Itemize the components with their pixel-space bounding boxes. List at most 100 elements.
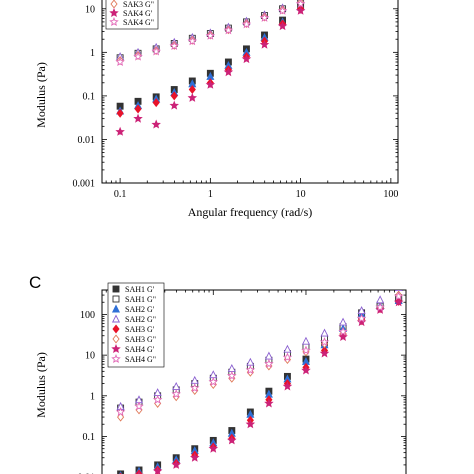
x-tick-label: 100 (383, 189, 398, 200)
legend-label: SAH1 G" (125, 295, 156, 304)
data-point (277, 21, 288, 31)
y-tick-label: 1 (90, 391, 95, 402)
legend-marker (111, 354, 121, 364)
legend-label: SAK4 G" (123, 18, 154, 27)
data-point (152, 98, 160, 108)
data-point (356, 317, 367, 327)
legend-marker (111, 314, 121, 323)
y-tick-label: 10 (85, 4, 95, 15)
legend-label: SAH3 G' (125, 325, 155, 334)
data-point (338, 326, 348, 336)
data-point (246, 357, 255, 366)
legend-marker (112, 334, 120, 344)
plot-frame (101, 289, 407, 474)
legend-label: SAH2 G' (125, 305, 155, 314)
data-point (259, 39, 270, 49)
data-point (283, 344, 292, 353)
data-point (259, 12, 270, 22)
data-point (134, 470, 144, 474)
panel-label: C (29, 273, 41, 292)
data-point (223, 25, 234, 35)
data-point (187, 92, 198, 102)
y-tick-label: 0.01 (78, 135, 96, 146)
legend-label: SAH2 G" (125, 315, 156, 324)
y-tick-label: 1 (90, 48, 95, 59)
y-tick-label: 0.01 (78, 473, 96, 474)
data-point (187, 36, 198, 46)
y-tick-label: 100 (80, 310, 95, 321)
data-point (264, 351, 273, 360)
data-point (151, 46, 161, 56)
data-point (208, 443, 219, 453)
data-point (190, 383, 200, 393)
data-point (376, 295, 385, 304)
x-axis-title: Angular frequency (rad/s) (188, 205, 313, 219)
legend-marker (111, 344, 121, 354)
data-point (356, 313, 367, 323)
data-point (152, 394, 163, 404)
data-point (301, 365, 311, 375)
data-point (241, 19, 252, 29)
plot-frame (101, 0, 399, 184)
y-tick-label: 0.1 (83, 91, 96, 102)
y-axis-title: Modulus (Pa) (34, 352, 48, 418)
data-point (295, 5, 306, 15)
data-point (394, 290, 403, 291)
legend-label: SAH4 G' (125, 345, 155, 354)
legend-marker (111, 304, 121, 313)
legend-marker (109, 8, 119, 18)
legend-label: SAH3 G" (125, 335, 156, 344)
data-point (133, 51, 143, 61)
legend-marker (110, 0, 118, 9)
data-point (209, 370, 218, 379)
data-point (320, 328, 329, 337)
data-point (223, 67, 234, 77)
data-point (227, 363, 236, 372)
data-point (393, 297, 404, 307)
data-point (205, 79, 216, 89)
data-point (245, 365, 256, 375)
legend-label: SAK4 G' (123, 9, 153, 18)
data-point (375, 302, 385, 312)
data-point (115, 126, 125, 136)
chart-panel-2: 0.01 0.1 1 10 100 Modulus (Pa) C SAH1 G'SAH1 G"… (29, 273, 407, 474)
data-point (172, 381, 181, 390)
data-point (153, 388, 162, 397)
data-point (264, 398, 274, 408)
legend-label: SAK3 G" (123, 0, 154, 9)
data-point (152, 466, 163, 474)
legend-marker (112, 324, 120, 334)
data-point (205, 30, 216, 40)
data-point (171, 459, 181, 469)
data-point (264, 358, 274, 368)
data-points (115, 290, 404, 474)
y-axis-title: Modulus (Pa) (34, 62, 48, 128)
legend: SAH1 G'SAH1 G"SAH2 G'SAH2 G"SAH3 G'SAH3 … (107, 282, 165, 368)
data-point (133, 113, 143, 123)
data-point (282, 352, 293, 362)
data-point (169, 100, 179, 110)
legend-marker (112, 295, 120, 303)
legend-marker (109, 17, 119, 27)
data-point (134, 401, 144, 411)
legend-label: SAH4 G" (125, 355, 156, 364)
data-point (241, 54, 252, 64)
data-point (301, 345, 311, 355)
legend-marker (112, 285, 120, 293)
data-point (227, 370, 237, 380)
data-point (134, 104, 142, 114)
data-point (116, 108, 124, 118)
data-point (190, 452, 200, 462)
data-point (338, 331, 348, 341)
data-point (208, 376, 219, 386)
y-tick-label: 0.001 (73, 179, 96, 190)
data-point (117, 412, 125, 422)
data-point (277, 5, 288, 15)
x-tick-label: 10 (296, 189, 306, 200)
data-point (169, 40, 179, 51)
data-point (339, 317, 348, 326)
legend: SAK3 G"SAK4 G'SAK4 G" (105, 0, 159, 30)
data-point (190, 375, 199, 384)
data-point (115, 57, 125, 67)
